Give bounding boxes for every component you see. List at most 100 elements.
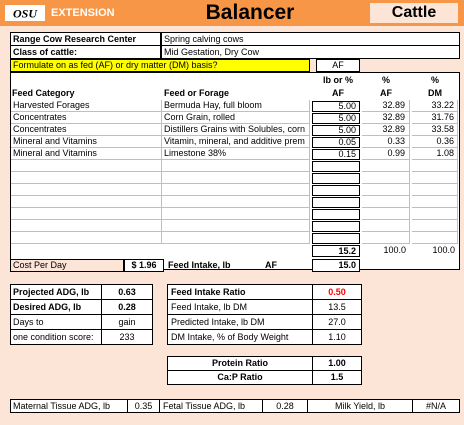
- col-header-category: Feed Category: [12, 88, 75, 98]
- feed-row-forage-cell[interactable]: Vitamin, mineral, and additive prem: [162, 136, 310, 148]
- desired-adg-label: Desired ADG, lb: [10, 299, 102, 315]
- feed-row-forage-cell[interactable]: [162, 232, 310, 244]
- col-header-pct-af-2: AF: [380, 88, 392, 98]
- feed-row-category-cell[interactable]: Concentrates: [11, 112, 162, 124]
- app-title: Balancer: [205, 1, 295, 24]
- osu-logo: OSU: [5, 5, 45, 21]
- feed-row-category-cell[interactable]: [11, 160, 162, 172]
- feed-row-dm-cell: 0.36: [412, 136, 458, 148]
- feed-row-lb-cell[interactable]: [312, 209, 360, 220]
- feed-row-category-cell[interactable]: [11, 196, 162, 208]
- feed-row-dm-cell: 33.58: [412, 124, 458, 136]
- species-button[interactable]: Cattle: [370, 3, 458, 23]
- intake-basis: AF: [265, 260, 277, 270]
- feed-row-af-cell: 32.89: [362, 100, 410, 112]
- feed-intake-dm-value: 13.5: [312, 299, 362, 315]
- feed-row-category-cell[interactable]: [11, 232, 162, 244]
- maternal-adg-value: 0.35: [127, 399, 160, 413]
- feed-row-dm-cell: [412, 208, 458, 220]
- total-dm: 100.0: [432, 245, 455, 255]
- feed-row-af-cell: 0.99: [362, 148, 410, 160]
- condition-score-label: one condition score:: [10, 329, 102, 345]
- feed-intake-dm-label: Feed Intake, lb DM: [167, 299, 313, 315]
- milk-yield-value: #N/A: [412, 399, 460, 413]
- desired-adg-input[interactable]: 0.28: [101, 299, 153, 315]
- feed-row-forage-cell[interactable]: [162, 184, 310, 196]
- location-label: Range Cow Research Center: [10, 32, 161, 46]
- feed-row-category-cell[interactable]: [11, 208, 162, 220]
- feed-row-af-cell: 32.89: [362, 124, 410, 136]
- feed-row-forage-cell[interactable]: [162, 196, 310, 208]
- feed-row-lb-cell[interactable]: 5.00: [312, 113, 360, 124]
- feed-row-af-cell: [362, 172, 410, 184]
- days-unit: gain: [101, 314, 153, 330]
- feed-row-forage-cell[interactable]: Bermuda Hay, full bloom: [162, 100, 310, 112]
- feed-row-lb-cell[interactable]: [312, 197, 360, 208]
- feed-row-af-cell: [362, 220, 410, 232]
- location-value[interactable]: Spring calving cows: [161, 32, 460, 46]
- total-lb: 15.2: [312, 245, 360, 257]
- feed-row-lb-cell[interactable]: 0.15: [312, 149, 360, 160]
- projected-adg-label: Projected ADG, lb: [10, 284, 102, 300]
- feed-intake-ratio-label: Feed Intake Ratio: [167, 284, 313, 300]
- projected-adg-value: 0.63: [101, 284, 153, 300]
- feed-row-category-cell[interactable]: Harvested Forages: [11, 100, 162, 112]
- feed-row-forage-cell[interactable]: Corn Grain, rolled: [162, 112, 310, 124]
- fetal-adg-label: Fetal Tissue ADG, lb: [159, 399, 263, 413]
- feed-row-category-cell[interactable]: [11, 184, 162, 196]
- class-value[interactable]: Mid Gestation, Dry Cow: [161, 45, 460, 59]
- cost-value: $ 1.96: [124, 259, 164, 272]
- feed-row-category-cell[interactable]: Mineral and Vitamins: [11, 148, 162, 160]
- feed-row-category-cell[interactable]: Mineral and Vitamins: [11, 136, 162, 148]
- feed-row-dm-cell: [412, 220, 458, 232]
- protein-ratio-label: Protein Ratio: [167, 356, 313, 371]
- days-to-label: Days to: [10, 314, 102, 330]
- predicted-intake-label: Predicted Intake, lb DM: [167, 314, 313, 330]
- feed-row-lb-cell[interactable]: [312, 161, 360, 172]
- feed-row-forage-cell[interactable]: [162, 172, 310, 184]
- col-header-pct-dm-2: DM: [428, 88, 442, 98]
- feed-row-dm-cell: [412, 160, 458, 172]
- bw-intake-label: DM Intake, % of Body Weight: [167, 329, 313, 345]
- feed-row-category-cell[interactable]: [11, 220, 162, 232]
- feed-row-dm-cell: [412, 184, 458, 196]
- col-header-pct-af-1: %: [381, 75, 390, 85]
- feed-row-af-cell: 0.33: [362, 136, 410, 148]
- feed-row-forage-cell[interactable]: Distillers Grains with Solubles, corn: [162, 124, 310, 136]
- cap-ratio-label: Ca:P Ratio: [167, 370, 313, 385]
- feed-row-af-cell: [362, 196, 410, 208]
- feed-row-af-cell: [362, 208, 410, 220]
- maternal-adg-label: Maternal Tissue ADG, lb: [10, 399, 128, 413]
- col-header-lb-1: lb or %: [322, 75, 353, 85]
- basis-prompt: Formulate on as fed (AF) or dry matter (…: [10, 59, 310, 72]
- feed-row-forage-cell[interactable]: [162, 160, 310, 172]
- feed-row-af-cell: [362, 232, 410, 244]
- feed-row-lb-cell[interactable]: 0.05: [312, 137, 360, 148]
- feed-row-forage-cell[interactable]: Limestone 38%: [162, 148, 310, 160]
- feed-row-af-cell: [362, 160, 410, 172]
- feed-row-forage-cell[interactable]: [162, 208, 310, 220]
- feed-row-lb-cell[interactable]: [312, 221, 360, 232]
- col-header-lb-2: AF: [332, 88, 344, 98]
- feed-row-forage-cell[interactable]: [162, 220, 310, 232]
- extension-label: EXTENSION: [51, 7, 115, 19]
- feed-row-lb-cell[interactable]: [312, 173, 360, 184]
- milk-yield-label: Milk Yield, lb: [307, 399, 413, 413]
- feed-row-lb-cell[interactable]: [312, 233, 360, 244]
- col-header-forage: Feed or Forage: [164, 88, 230, 98]
- bw-intake-value: 1.10: [312, 329, 362, 345]
- basis-select[interactable]: AF: [316, 59, 360, 72]
- class-label: Class of cattle:: [10, 45, 161, 59]
- intake-value: 15.0: [312, 259, 360, 272]
- feed-row-dm-cell: [412, 232, 458, 244]
- feed-row-dm-cell: 31.76: [412, 112, 458, 124]
- feed-row-lb-cell[interactable]: 5.00: [312, 125, 360, 136]
- feed-row-category-cell[interactable]: Concentrates: [11, 124, 162, 136]
- feed-row-dm-cell: [412, 196, 458, 208]
- feed-row-lb-cell[interactable]: [312, 185, 360, 196]
- feed-row-lb-cell[interactable]: 5.00: [312, 101, 360, 112]
- feed-row-category-cell[interactable]: [11, 172, 162, 184]
- fetal-adg-value: 0.28: [262, 399, 308, 413]
- protein-ratio-value: 1.00: [312, 356, 362, 371]
- feed-intake-ratio-value: 0.50: [312, 284, 362, 300]
